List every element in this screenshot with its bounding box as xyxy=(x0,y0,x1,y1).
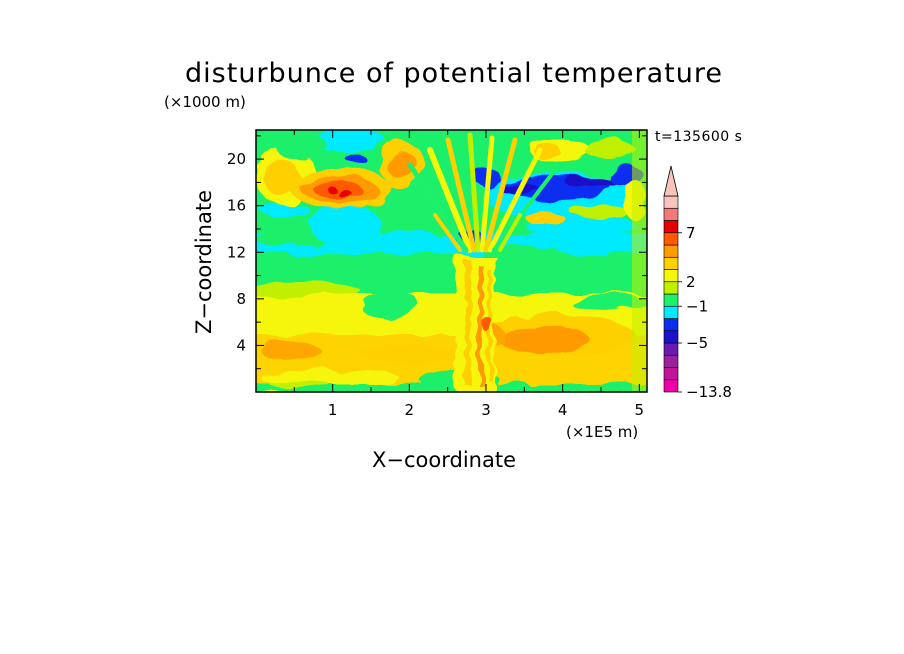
colorbar-segment xyxy=(663,379,679,393)
y-tick-label: 8 xyxy=(236,290,246,308)
colorbar-segment xyxy=(663,293,679,307)
colorbar-segment xyxy=(663,281,679,295)
colorbar-segment xyxy=(663,330,679,344)
colorbar-segment xyxy=(663,195,679,209)
x-tick-label: 1 xyxy=(328,401,338,419)
colorbar-label: 7 xyxy=(686,224,696,242)
colorbar-segment xyxy=(663,318,679,332)
contour-field xyxy=(256,130,647,392)
colorbar-segment xyxy=(663,269,679,283)
colorbar-segment xyxy=(663,256,679,270)
colorbar-segment xyxy=(663,305,679,319)
colorbar-segment xyxy=(663,342,679,356)
y-axis-unit: (×1000 m) xyxy=(164,93,246,111)
colorbar-label: −1 xyxy=(686,297,708,315)
y-tick-label: 20 xyxy=(227,150,246,168)
colorbar-label: −5 xyxy=(686,334,708,352)
colorbar-label: −13.8 xyxy=(686,383,732,401)
colorbar-extend-arrow xyxy=(663,165,679,197)
colorbar-segment xyxy=(663,232,679,246)
colorbar: −13.8 −5 −1 2 7 xyxy=(663,165,732,401)
y-tick-label: 16 xyxy=(227,197,246,215)
colorbar-segment xyxy=(663,207,679,221)
x-tick-label: 3 xyxy=(481,401,491,419)
colorbar-segment xyxy=(663,220,679,234)
x-tick-label: 2 xyxy=(405,401,415,419)
colorbar-segment xyxy=(663,367,679,381)
plume-streaks xyxy=(407,132,557,253)
x-tick-label: 4 xyxy=(558,401,568,419)
colorbar-label: 2 xyxy=(686,273,696,291)
x-axis-label: X−coordinate xyxy=(372,448,516,472)
x-tick-label: 5 xyxy=(635,401,645,419)
x-axis-unit: (×1E5 m) xyxy=(566,423,639,441)
colorbar-segment xyxy=(663,244,679,258)
time-annotation: t=135600 s xyxy=(655,129,743,145)
chart-title: disturbunce of potential temperature xyxy=(185,58,723,89)
y-tick-label: 4 xyxy=(236,336,246,354)
y-tick-label: 12 xyxy=(227,243,246,261)
plot-frame xyxy=(255,129,648,393)
colorbar-segment xyxy=(663,354,679,368)
